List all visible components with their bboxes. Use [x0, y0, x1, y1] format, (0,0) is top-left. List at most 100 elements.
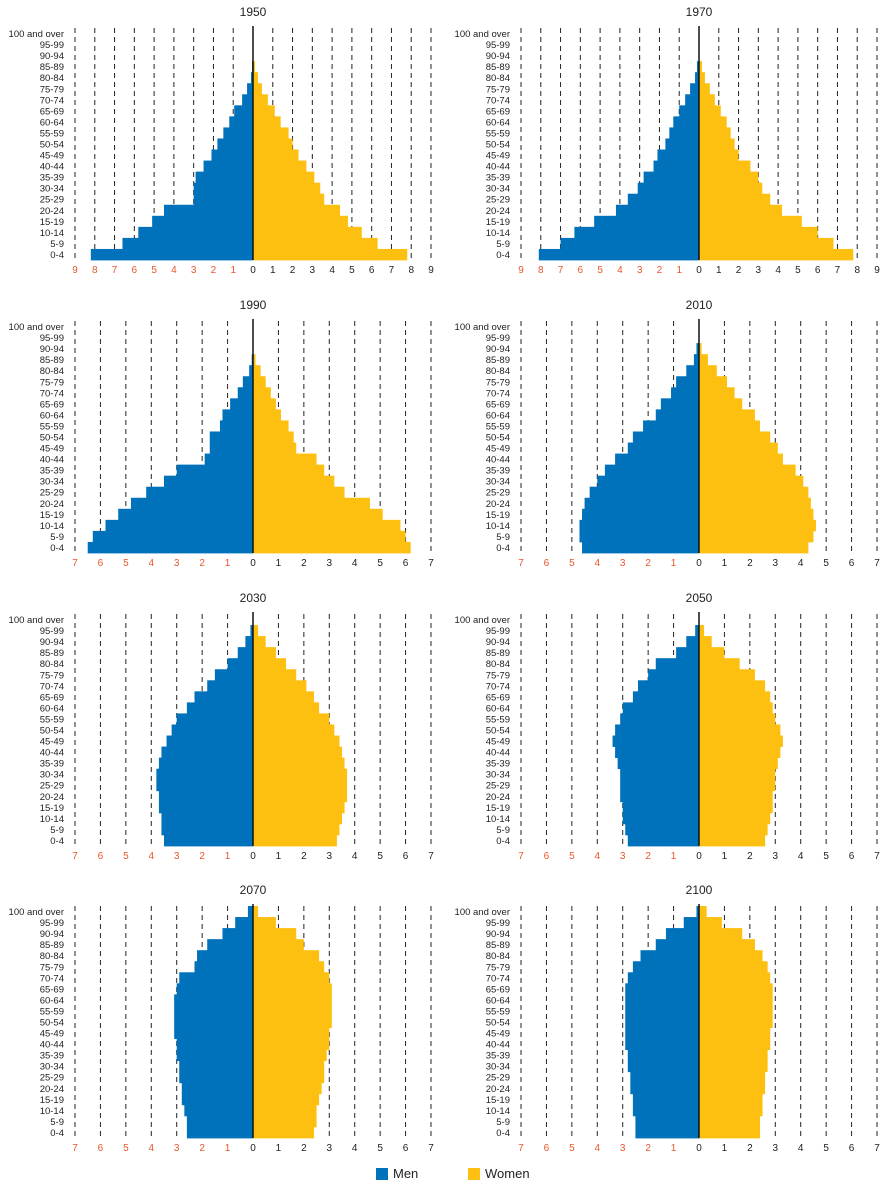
age-label: 80-84 [40, 366, 64, 377]
bar-women-5-9 [699, 530, 814, 543]
age-label: 65-69 [40, 399, 64, 410]
pyramid-panel-2050: 2050 0-45-910-1415-1920-2425-2930-3435-39… [455, 591, 881, 862]
bar-women-50-54 [699, 431, 771, 443]
x-tick-label: 2 [736, 265, 742, 276]
bar-women-60-64 [253, 409, 281, 421]
age-label: 60-64 [486, 995, 510, 1006]
bar-men-45-49 [211, 149, 253, 161]
bar-women-80-84 [699, 365, 717, 377]
bar-women-5-9 [699, 823, 768, 836]
x-tick-label: 6 [849, 851, 855, 862]
age-label: 15-19 [40, 217, 64, 228]
bar-men-5-9 [579, 530, 699, 543]
bar-women-80-84 [253, 72, 258, 84]
x-tick-label: 8 [538, 265, 544, 276]
bar-women-40-44 [699, 746, 781, 759]
bar-men-75-79 [632, 961, 699, 973]
bar-men-100 and over [696, 906, 699, 918]
x-tick-label: 3 [773, 558, 779, 569]
age-label: 0-4 [50, 250, 64, 261]
x-tick-label: 8 [408, 265, 414, 276]
age-label: 55-59 [40, 1006, 64, 1017]
bar-women-70-74 [253, 94, 268, 106]
bar-women-45-49 [699, 149, 739, 161]
bar-men-80-84 [251, 72, 253, 84]
age-label: 55-59 [486, 1006, 510, 1017]
x-tick-label: 6 [544, 558, 550, 569]
age-label: 10-14 [40, 814, 64, 825]
bar-women-40-44 [699, 453, 783, 466]
age-label: 95-99 [486, 918, 510, 929]
bar-women-70-74 [699, 387, 735, 399]
age-label: 95-99 [40, 333, 64, 344]
age-label: 85-89 [486, 62, 510, 73]
bar-men-60-64 [229, 116, 253, 128]
bar-men-30-34 [620, 768, 699, 781]
bar-men-65-69 [679, 105, 699, 117]
bar-women-30-34 [699, 475, 804, 488]
age-label: 60-64 [40, 995, 64, 1006]
age-label: 15-19 [486, 510, 510, 521]
bar-women-15-19 [253, 801, 345, 814]
bar-women-70-74 [699, 972, 771, 984]
age-label: 90-94 [40, 637, 64, 648]
age-label: 55-59 [40, 421, 64, 432]
age-label: 50-54 [486, 726, 510, 737]
bar-women-45-49 [253, 1027, 330, 1039]
age-label: 35-39 [40, 1051, 64, 1062]
age-label: 55-59 [486, 421, 510, 432]
bar-women-40-44 [699, 1038, 771, 1051]
bar-women-55-59 [699, 1005, 773, 1017]
bar-men-80-84 [197, 950, 253, 962]
bar-women-45-49 [253, 735, 340, 747]
x-tick-label: 6 [849, 558, 855, 569]
bar-women-20-24 [699, 790, 773, 803]
bar-men-55-59 [223, 127, 253, 139]
bar-women-40-44 [699, 160, 751, 173]
bar-women-0-4 [699, 248, 854, 261]
bar-women-30-34 [253, 182, 321, 195]
bar-men-15-19 [582, 508, 699, 521]
x-tick-label: 7 [72, 1143, 78, 1154]
age-label: 35-39 [486, 1051, 510, 1062]
x-tick-label: 5 [569, 558, 575, 569]
bar-men-0-4 [582, 541, 699, 554]
bar-women-65-69 [253, 983, 332, 995]
bar-women-85-89 [699, 939, 755, 951]
age-label: 90-94 [486, 344, 510, 355]
x-tick-label: 1 [671, 1143, 677, 1154]
bar-men-80-84 [640, 950, 699, 962]
x-tick-label: 8 [854, 265, 860, 276]
bar-women-65-69 [699, 691, 771, 703]
age-label: 20-24 [486, 792, 510, 803]
panel-title: 2100 [686, 883, 713, 897]
x-tick-label: 2 [657, 265, 663, 276]
x-tick-label: 9 [518, 265, 524, 276]
age-label: 50-54 [486, 433, 510, 444]
bar-women-0-4 [699, 541, 809, 554]
bar-men-45-49 [627, 442, 699, 454]
bar-men-65-69 [625, 983, 699, 995]
bar-women-20-24 [253, 1082, 322, 1095]
x-tick-label: 2 [747, 558, 753, 569]
bar-women-50-54 [699, 1016, 773, 1028]
age-label: 95-99 [486, 626, 510, 637]
x-tick-label: 1 [276, 1143, 282, 1154]
age-label: 80-84 [40, 73, 64, 84]
x-tick-label: 7 [874, 1143, 880, 1154]
bar-women-5-9 [699, 237, 834, 250]
age-label: 75-79 [40, 962, 64, 973]
age-label: 25-29 [486, 195, 510, 206]
age-label: 25-29 [486, 488, 510, 499]
age-label: 65-69 [40, 692, 64, 703]
bar-men-70-74 [671, 387, 699, 399]
age-label: 75-79 [486, 84, 510, 95]
legend: Men Women [0, 1166, 888, 1184]
x-tick-label: 4 [595, 1143, 601, 1154]
bar-women-10-14 [253, 519, 401, 532]
bar-men-20-24 [584, 497, 699, 510]
x-tick-label: 1 [722, 558, 728, 569]
bar-men-5-9 [560, 237, 699, 250]
bar-men-95-99 [250, 625, 253, 637]
bar-men-90-94 [686, 636, 699, 648]
